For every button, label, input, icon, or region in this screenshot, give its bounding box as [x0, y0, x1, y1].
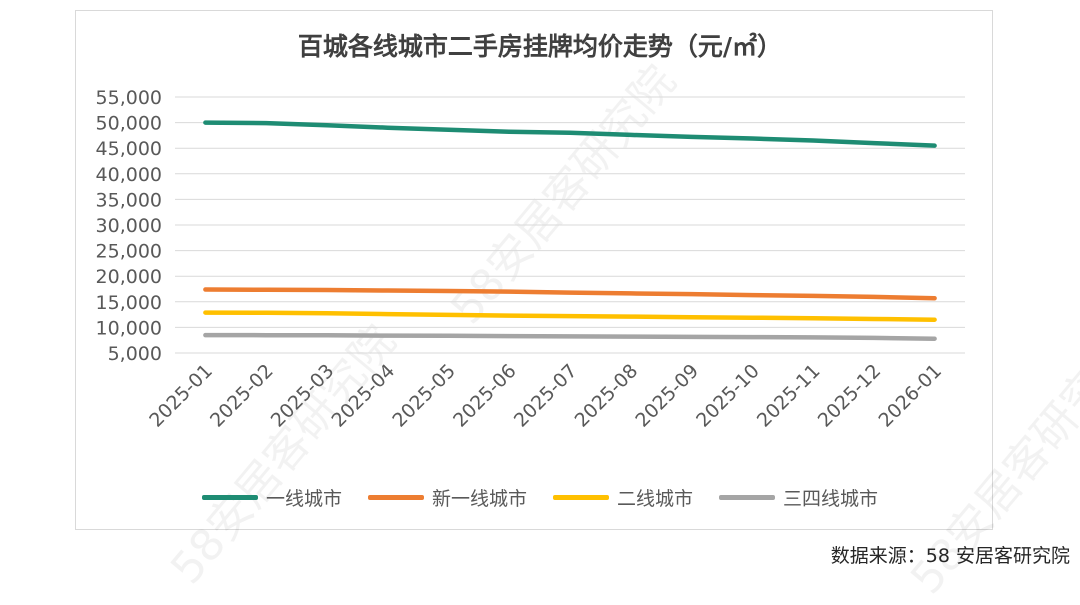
series-line-2 — [203, 310, 937, 322]
series-line-0 — [203, 120, 937, 148]
legend-item-new-tier1: 新一线城市 — [367, 484, 527, 511]
legend-label: 三四线城市 — [783, 488, 879, 510]
x-axis-ticks: 2025-012025-022025-032025-042025-052025-… — [145, 360, 946, 432]
legend-swatch — [367, 495, 424, 500]
y-tick-label: 45,000 — [96, 138, 162, 160]
series-line-3 — [203, 332, 937, 341]
y-tick-label: 25,000 — [96, 241, 162, 263]
x-tick-label: 2025-12 — [814, 360, 886, 432]
y-tick-label: 30,000 — [96, 215, 162, 237]
line-chart: 5,000 10,000 15,000 20,000 25,000 30,000 35,00… — [96, 87, 965, 432]
legend-swatch — [201, 495, 258, 500]
x-tick-label: 2025-03 — [267, 360, 339, 432]
legend: 一线城市 新一线城市 二线城市 三四线城市 — [0, 484, 1080, 511]
legend-label: 新一线城市 — [431, 488, 527, 510]
y-tick-label: 55,000 — [96, 87, 162, 109]
x-tick-label: 2025-10 — [692, 360, 764, 432]
y-tick-label: 10,000 — [96, 317, 162, 339]
x-tick-label: 2025-09 — [631, 360, 703, 432]
x-tick-label: 2025-01 — [145, 360, 217, 432]
x-tick-label: 2025-06 — [449, 360, 521, 432]
series-lines — [203, 120, 937, 341]
legend-label: 一线城市 — [265, 488, 342, 510]
x-tick-label: 2025-07 — [510, 360, 582, 432]
x-tick-label: 2025-08 — [571, 360, 643, 432]
legend-swatch — [553, 495, 609, 500]
source-note: 数据来源：58 安居客研究院 — [830, 545, 1070, 567]
y-tick-label: 5,000 — [108, 343, 162, 365]
legend-item-tier3-4: 三四线城市 — [719, 484, 878, 511]
x-tick-label: 2026-01 — [874, 360, 946, 432]
x-tick-label: 2025-05 — [388, 360, 460, 432]
x-tick-label: 2025-11 — [753, 360, 825, 432]
chart-title: 百城各线城市二手房挂牌均价走势（元/㎡） — [297, 32, 783, 61]
series-line-1 — [203, 287, 937, 301]
y-axis-ticks: 5,000 10,000 15,000 20,000 25,000 30,000 35,00… — [96, 87, 162, 365]
legend-swatch — [719, 495, 776, 500]
y-tick-label: 35,000 — [96, 189, 162, 211]
x-tick-label: 2025-02 — [206, 360, 278, 432]
y-tick-label: 15,000 — [96, 292, 162, 314]
y-tick-label: 50,000 — [96, 113, 162, 135]
y-tick-label: 40,000 — [96, 164, 162, 186]
x-tick-label: 2025-04 — [328, 360, 400, 432]
legend-label: 二线城市 — [617, 488, 694, 510]
legend-item-tier1: 一线城市 — [201, 484, 342, 511]
legend-item-tier2: 二线城市 — [553, 484, 693, 511]
y-tick-label: 20,000 — [96, 266, 162, 288]
